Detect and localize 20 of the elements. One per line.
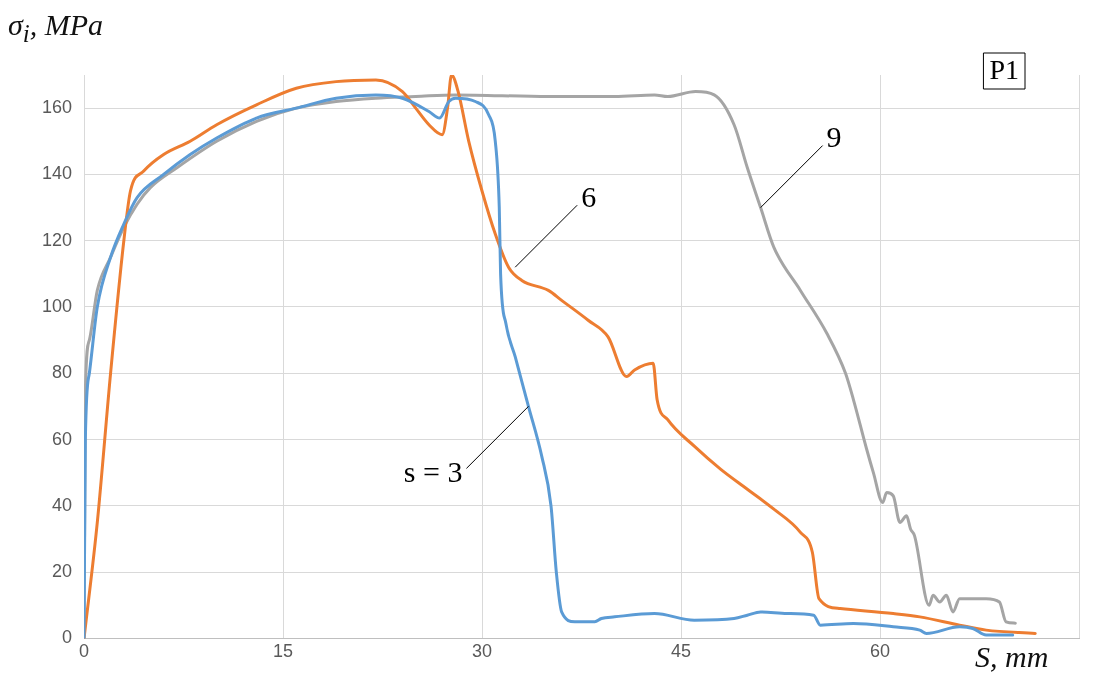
- y-tick-label: 120: [41, 229, 73, 250]
- annotation: s = 3: [403, 455, 463, 489]
- y-tick-label: 80: [52, 362, 73, 383]
- x-tick-label: 60: [869, 641, 891, 662]
- y-tick-label: 160: [41, 97, 73, 118]
- x-tick-label: 30: [472, 641, 493, 662]
- annotation: 6: [581, 180, 597, 214]
- x-tick-label: 15: [273, 641, 294, 662]
- x-axis-title: S, mm: [975, 640, 1049, 674]
- y-tick-label: 100: [41, 295, 73, 316]
- x-tick-label: 0: [79, 641, 90, 662]
- annotation: P1: [989, 54, 1020, 86]
- y-tick-label: 60: [52, 428, 73, 449]
- y-axis-title: σ$_{i}$, MPa: [8, 8, 104, 49]
- y-tick-label: 20: [52, 561, 73, 582]
- annotation: 9: [826, 120, 842, 154]
- y-tick-label: 140: [41, 163, 73, 184]
- x-tick-label: 45: [671, 641, 692, 662]
- y-tick-label: 0: [62, 627, 73, 648]
- y-tick-label: 40: [52, 494, 73, 515]
